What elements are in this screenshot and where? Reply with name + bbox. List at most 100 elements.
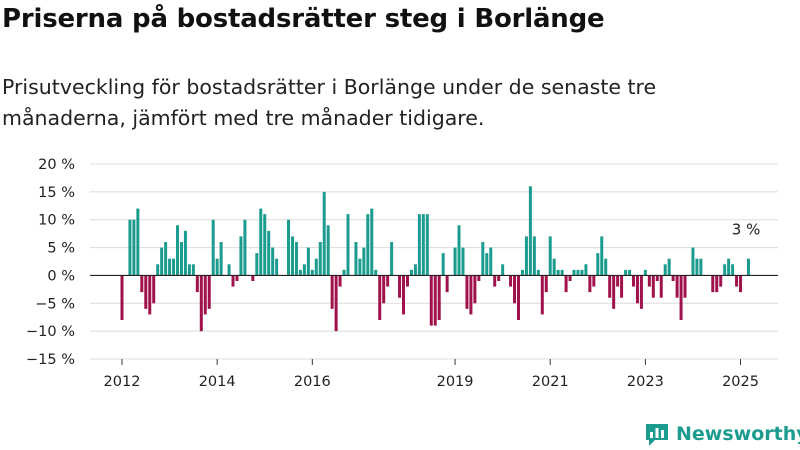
x-tick-label: 2012 <box>104 374 141 390</box>
bar <box>655 275 659 281</box>
bar <box>338 275 342 287</box>
y-tick-label: 15 % <box>38 185 75 201</box>
bar <box>203 275 207 315</box>
bar <box>723 264 727 276</box>
bar <box>477 275 481 281</box>
bar <box>540 275 544 315</box>
bar <box>120 275 124 320</box>
bar <box>746 258 750 276</box>
bar <box>520 269 524 276</box>
bar <box>568 275 572 281</box>
bar <box>160 247 164 276</box>
y-tick-label: 5 % <box>47 241 75 257</box>
x-tick-label: 2023 <box>627 374 664 390</box>
bar <box>608 275 612 298</box>
bar <box>699 258 703 276</box>
bar <box>715 275 719 293</box>
bar <box>140 275 144 293</box>
bar <box>405 275 409 287</box>
bar <box>164 242 168 276</box>
bar <box>437 275 441 320</box>
bar <box>485 253 489 276</box>
bar <box>695 258 699 276</box>
bar <box>211 219 215 276</box>
newsworthy-logo-icon <box>646 424 668 446</box>
bar <box>187 264 191 276</box>
bar <box>719 275 723 287</box>
bar <box>243 219 247 276</box>
bar <box>528 186 532 276</box>
bar <box>402 275 406 315</box>
bar <box>425 214 429 276</box>
bar <box>227 264 231 276</box>
bar <box>465 275 469 309</box>
bar <box>612 275 616 309</box>
bar <box>314 258 318 276</box>
bar <box>675 275 679 298</box>
bar <box>306 247 310 276</box>
bar <box>643 269 647 276</box>
bar <box>235 275 239 281</box>
bar <box>382 275 386 304</box>
bar <box>481 242 485 276</box>
bar <box>445 275 449 293</box>
bar <box>572 269 576 276</box>
bar <box>473 275 477 304</box>
bar <box>144 275 148 309</box>
bar <box>370 208 374 276</box>
bar <box>564 275 568 293</box>
bar <box>493 275 497 287</box>
bar <box>346 214 350 276</box>
bar <box>374 269 378 276</box>
bar <box>239 236 243 276</box>
bar <box>275 258 279 276</box>
y-tick-label: 10 % <box>38 213 75 229</box>
bar <box>596 253 600 276</box>
bar <box>667 258 671 276</box>
bar <box>731 264 735 276</box>
bar <box>616 275 620 287</box>
bar <box>576 269 580 276</box>
bar <box>457 225 461 276</box>
y-tick-label: 20 % <box>38 157 75 173</box>
bar <box>326 225 330 276</box>
bar <box>556 269 560 276</box>
bar <box>497 275 501 281</box>
bar <box>219 242 223 276</box>
bar <box>132 219 136 276</box>
bar <box>453 247 457 276</box>
bar <box>207 275 211 309</box>
bar <box>263 214 267 276</box>
bar <box>532 236 536 276</box>
bar <box>592 275 596 287</box>
bar <box>386 275 390 287</box>
bar <box>191 264 195 276</box>
y-tick-label: −10 % <box>26 324 75 340</box>
x-tick-label: 2021 <box>532 374 569 390</box>
bar <box>580 269 584 276</box>
bar <box>421 214 425 276</box>
bar <box>513 275 517 304</box>
bar <box>727 258 731 276</box>
bar <box>168 258 172 276</box>
bar <box>172 258 176 276</box>
bar <box>635 275 639 304</box>
bar <box>501 264 505 276</box>
x-tick-label: 2014 <box>199 374 236 390</box>
bar <box>544 275 548 293</box>
bar <box>620 275 624 298</box>
bar <box>152 275 156 304</box>
bar <box>552 258 556 276</box>
bar <box>136 208 140 276</box>
bar <box>271 247 275 276</box>
bar <box>176 225 180 276</box>
bar <box>524 236 528 276</box>
bar <box>398 275 402 298</box>
bar <box>679 275 683 320</box>
bar <box>600 236 604 276</box>
bar <box>659 275 663 298</box>
bar <box>671 275 675 281</box>
bar <box>639 275 643 309</box>
bar <box>409 269 413 276</box>
bar <box>429 275 433 326</box>
